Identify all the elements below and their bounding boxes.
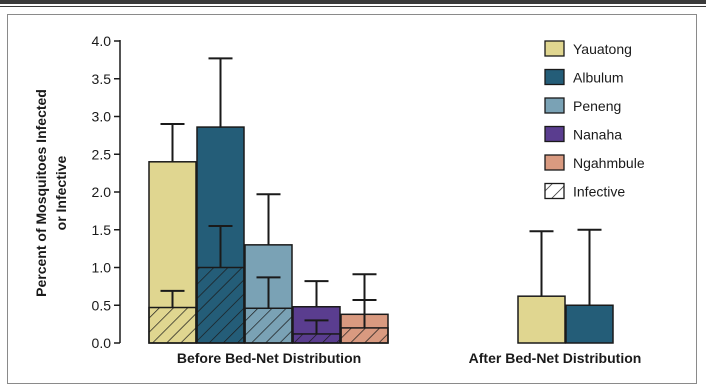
- y-tick-label: 3.0: [92, 109, 112, 125]
- y-axis-label-line1: Percent of Mosquitoes Infected: [33, 89, 49, 297]
- category-label-after: After Bed-Net Distribution: [469, 350, 642, 366]
- legend-swatch-nanaha: [544, 125, 565, 143]
- top-rule: [0, 0, 706, 4]
- y-tick-label: 0.5: [92, 297, 112, 313]
- legend-swatch-ngahmbule: [544, 154, 565, 171]
- legend-swatch-infective: [544, 182, 565, 200]
- legend-label-albulum: Albulum: [573, 70, 624, 86]
- category-label-before: Before Bed-Net Distribution: [177, 350, 361, 366]
- bar-infective-yauatong-0: [148, 306, 197, 344]
- legend-swatch-peneng: [544, 97, 565, 114]
- legend-label-infective: Infective: [573, 184, 625, 200]
- y-tick-label: 3.5: [92, 71, 112, 87]
- bar-yauatong-1: [517, 295, 566, 344]
- legend-label-yauatong: Yauatong: [573, 41, 632, 57]
- y-tick-label: 1.0: [92, 260, 112, 276]
- y-tick-label: 4.0: [92, 33, 112, 49]
- y-tick-label: 2.5: [92, 146, 112, 162]
- legend-swatch-albulum: [544, 68, 565, 86]
- y-tick-label: 2.0: [92, 184, 112, 200]
- y-tick-label: 1.5: [92, 222, 112, 238]
- legend-label-ngahmbule: Ngahmbule: [573, 155, 645, 171]
- legend: Yauatong Albulum Peneng Nanaha Ngahmbule Infe…: [544, 40, 645, 200]
- bar-albulum-1: [565, 304, 614, 344]
- bar-infective-ngahmbule-0: [340, 327, 389, 344]
- top-rule-thin: [0, 6, 706, 7]
- bar-infective-nanaha-0: [292, 333, 341, 344]
- bar-infective-albulum-0: [196, 266, 245, 344]
- bar-infective-peneng-0: [244, 307, 293, 344]
- chart-frame: [7, 14, 697, 384]
- legend-label-peneng: Peneng: [573, 98, 621, 114]
- y-axis-label-line2: or Infective: [53, 155, 69, 230]
- y-axis: 0.0 0.5 1.0 1.5 2.0 2.5 3.0 3.5 4.0: [92, 33, 121, 351]
- y-tick-label: 0.0: [92, 335, 112, 351]
- x-axis-categories: Before Bed-Net Distribution After Bed-Ne…: [177, 350, 642, 366]
- legend-swatch-yauatong: [544, 40, 565, 57]
- bars: [148, 57, 614, 344]
- legend-label-nanaha: Nanaha: [573, 127, 622, 143]
